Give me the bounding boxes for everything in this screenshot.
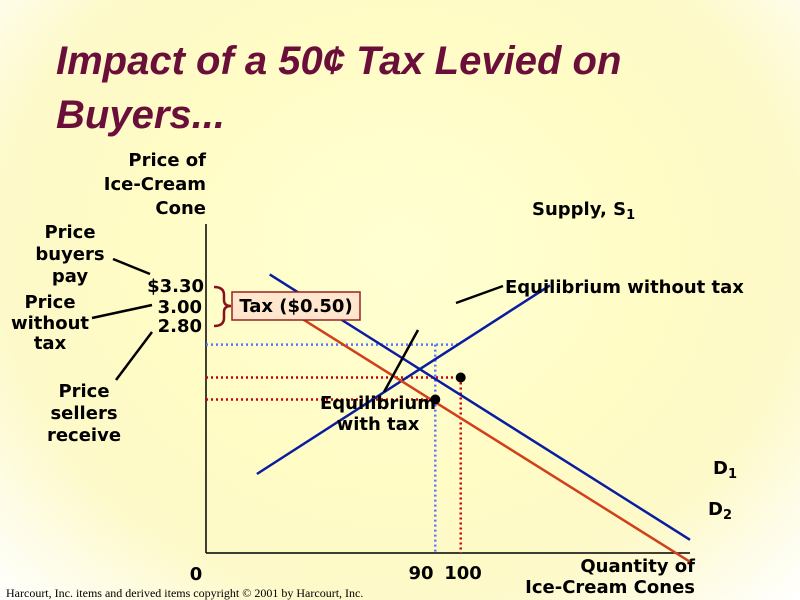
title-line-1: Impact of a 50¢ Tax Levied on [56, 39, 621, 83]
supply-label: Supply, S1 [532, 199, 635, 223]
equilibrium-points [430, 372, 466, 405]
sellers-receive-label-line-3: receive [47, 425, 121, 446]
eq-with-tax-label-line-2: with tax [337, 414, 420, 435]
without-tax-label-line-2: without [11, 313, 89, 334]
x-axis-title-line-1: Quantity of [580, 556, 695, 577]
guide-lines [206, 343, 462, 553]
curve-d2 [263, 294, 691, 563]
x-tick-label-90: 90 [408, 563, 433, 584]
without-tax-label-line-3: tax [34, 333, 67, 354]
tax-brace [213, 285, 232, 328]
y-tick-label-3-00: 3.00 [158, 297, 202, 318]
tax-label: Tax ($0.50) [239, 296, 352, 317]
equilibrium-point-with-tax [430, 394, 441, 405]
x-axis-title-line-2: Ice-Cream Cones [525, 577, 695, 598]
copyright-footer: Harcourt, Inc. items and derived items c… [6, 586, 363, 600]
y-tick-label-3-30: $3.30 [147, 276, 204, 297]
without-tax-pointer [91, 303, 153, 320]
d2-label-subscript: 2 [723, 508, 732, 523]
d1-label-name: D [713, 458, 728, 479]
supply-label-subscript: 1 [626, 208, 635, 223]
sellers-receive-pointer [115, 331, 153, 381]
sellers-receive-label-line-1: Price [58, 381, 109, 402]
x-tick-label-100: 100 [444, 563, 482, 584]
d2-label: D2 [708, 499, 732, 523]
buyers-pay-label-line-2: buyers [35, 244, 104, 265]
d1-label-subscript: 1 [728, 467, 737, 482]
y-axis-title-line-1: Price of [128, 150, 206, 171]
y-axis-title-line-3: Cone [155, 198, 206, 219]
curve-supply-s1 [256, 284, 551, 476]
eq-with-tax-label-line-1: Equilibrium [320, 393, 436, 414]
sellers-receive-label-line-2: sellers [50, 403, 117, 424]
eq-without-tax-label: Equilibrium without tax [505, 277, 744, 298]
supply-label-name: Supply, S [532, 199, 626, 220]
tax-box [231, 291, 361, 321]
origin-label: 0 [190, 564, 203, 585]
buyers-pay-label-line-3: pay [52, 266, 88, 287]
title-line-2: Buyers... [56, 93, 225, 137]
eq-without-tax-pointer [455, 284, 504, 305]
eq-with-tax-pointer [382, 329, 420, 393]
y-axis-title-line-2: Ice-Cream [104, 174, 206, 195]
d1-label: D1 [713, 458, 737, 482]
without-tax-label-line-1: Price [24, 292, 75, 313]
buyers-pay-label-line-1: Price [44, 222, 95, 243]
y-tick-label-2-80: 2.80 [158, 316, 202, 337]
equilibrium-point-without-tax [455, 372, 466, 383]
buyers-pay-pointer [112, 257, 151, 276]
d2-label-name: D [708, 499, 723, 520]
